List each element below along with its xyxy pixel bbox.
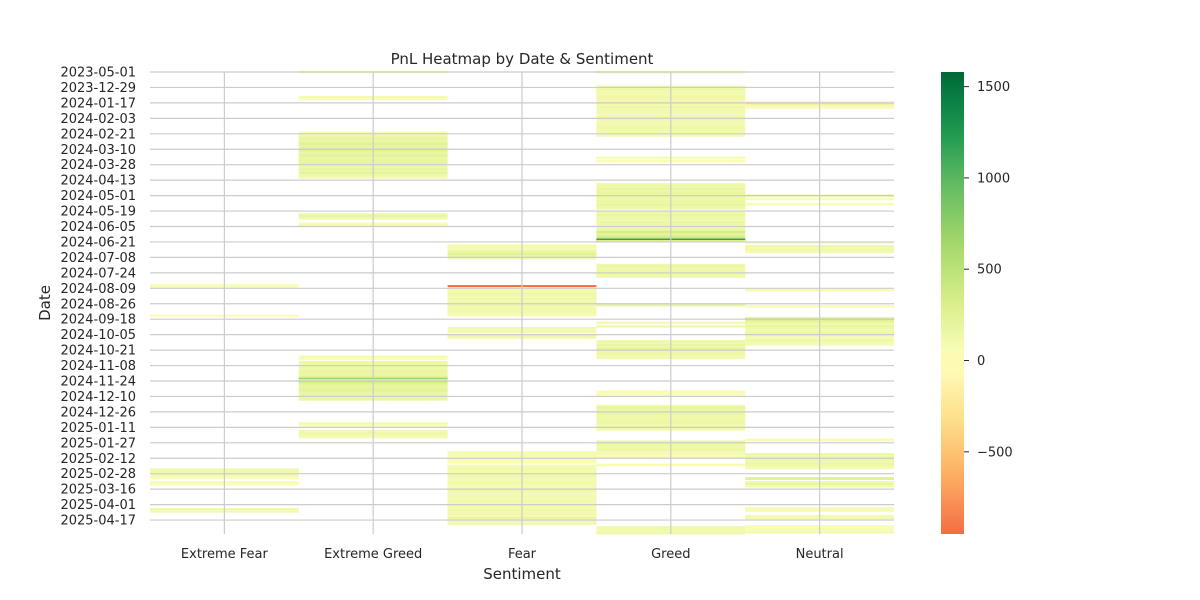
chart-title: PnL Heatmap by Date & Sentiment [391, 50, 654, 68]
y-tick-label: 2025-04-17 [60, 514, 136, 529]
y-tick-label: 2024-06-05 [60, 220, 136, 235]
colorbar-tick-label: 0 [977, 354, 985, 369]
x-tick-label: Greed [651, 547, 690, 562]
y-tick-label: 2024-09-18 [60, 313, 136, 328]
y-axis-ticks: 2023-05-012023-12-292024-01-172024-02-03… [60, 66, 136, 529]
y-tick-label: 2024-10-05 [60, 328, 136, 343]
x-axis-label: Sentiment [483, 565, 561, 583]
colorbar-tick-label: 500 [977, 263, 1002, 278]
y-tick-label: 2024-03-28 [60, 158, 136, 173]
grid-lines [150, 71, 894, 534]
y-tick-label: 2024-03-10 [60, 143, 136, 158]
y-tick-label: 2024-11-08 [60, 359, 136, 374]
y-tick-label: 2024-05-19 [60, 205, 136, 220]
y-tick-label: 2025-01-27 [60, 436, 136, 451]
y-tick-label: 2023-12-29 [60, 81, 136, 96]
colorbar-tick-label: 1000 [977, 171, 1010, 186]
y-tick-label: 2024-08-26 [60, 297, 136, 312]
y-axis-label: Date [36, 285, 54, 321]
x-tick-label: Extreme Greed [324, 547, 422, 562]
y-tick-label: 2025-02-12 [60, 452, 136, 467]
x-tick-label: Neutral [796, 547, 844, 562]
y-tick-label: 2024-02-03 [60, 112, 136, 127]
y-tick-label: 2025-04-01 [60, 498, 136, 513]
y-tick-label: 2024-07-24 [60, 266, 136, 281]
y-tick-label: 2024-02-21 [60, 127, 136, 142]
y-tick-label: 2023-05-01 [60, 66, 136, 81]
y-tick-label: 2025-03-16 [60, 483, 136, 498]
colorbar-ticks: −500 0 500 1000 1500 [964, 80, 1013, 460]
y-tick-label: 2024-11-24 [60, 375, 136, 390]
x-axis-ticks: Extreme Fear Extreme Greed Fear Greed Neutra… [181, 547, 844, 562]
y-tick-label: 2024-07-08 [60, 251, 136, 266]
y-tick-label: 2024-12-10 [60, 390, 136, 405]
y-tick-label: 2024-08-09 [60, 282, 136, 297]
colorbar [941, 72, 964, 534]
colorbar-tick-label: 1500 [977, 80, 1010, 95]
y-tick-label: 2024-05-01 [60, 189, 136, 204]
y-tick-label: 2024-10-21 [60, 344, 136, 359]
x-tick-label: Fear [508, 547, 537, 562]
y-tick-label: 2025-01-11 [60, 421, 136, 436]
y-tick-label: 2024-12-26 [60, 405, 136, 420]
y-tick-label: 2024-06-21 [60, 235, 136, 250]
y-tick-label: 2024-01-17 [60, 96, 136, 111]
x-tick-label: Extreme Fear [181, 547, 269, 562]
y-tick-label: 2024-04-13 [60, 174, 136, 189]
colorbar-tick-label: −500 [977, 445, 1013, 460]
y-tick-label: 2025-02-28 [60, 467, 136, 482]
